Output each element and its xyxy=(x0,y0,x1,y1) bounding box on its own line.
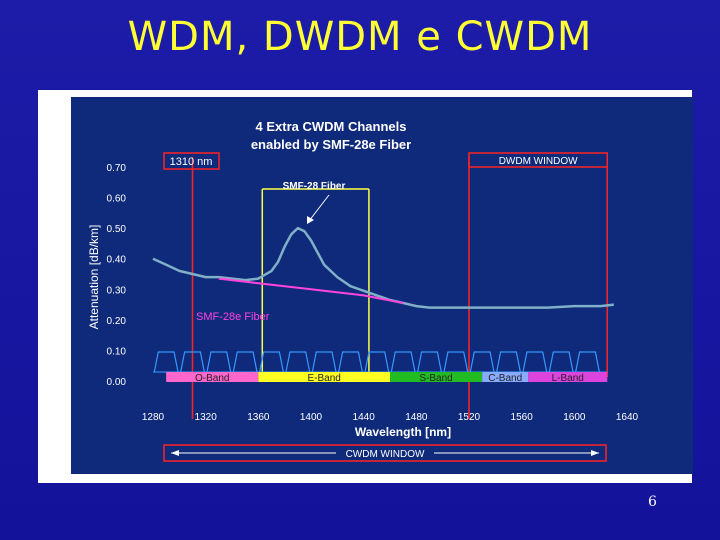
channel-filter xyxy=(417,351,442,373)
axis-ticks: 0.00 0.10 0.20 0.30 0.40 0.50 0.60 0.70 1280 1320… xyxy=(107,163,639,423)
x-tick-label: 1560 xyxy=(511,412,534,423)
channel-filter xyxy=(522,351,548,373)
x-tick-label: 1480 xyxy=(405,412,428,423)
channel-filter xyxy=(390,351,416,373)
cwdm-arrow-right-head xyxy=(591,450,599,456)
dwdm-window-label: DWDM WINDOW xyxy=(499,156,578,167)
y-tick-label: 0.60 xyxy=(107,194,127,205)
chart-title-line-1: 4 Extra CWDM Channels xyxy=(256,119,407,134)
y-tick-label: 0.30 xyxy=(107,285,127,296)
band-label: E-Band xyxy=(307,373,340,384)
channel-filter xyxy=(469,351,495,373)
channel-filter xyxy=(311,351,337,373)
channel-filter xyxy=(443,351,469,373)
channel-filter xyxy=(496,351,521,373)
channel-filter xyxy=(285,351,311,373)
band-segment xyxy=(528,372,608,382)
y-tick-label: 0.20 xyxy=(107,316,127,327)
channel-filter xyxy=(364,351,390,373)
smf28-pointer xyxy=(308,194,330,222)
y-tick-label: 0.50 xyxy=(107,224,127,235)
band-bar: O-Band E-Band S-Band C-Band L-Band xyxy=(166,372,608,384)
chart-title-line-2: enabled by SMF-28e Fiber xyxy=(251,137,411,152)
band-segment xyxy=(166,372,259,382)
smf28-pointer-head xyxy=(307,216,314,224)
page-number: 6 xyxy=(648,494,657,510)
y-tick-label: 0.10 xyxy=(107,346,127,357)
x-tick-label: 1400 xyxy=(300,412,323,423)
dwdm-window-box xyxy=(468,152,608,168)
channel-filter xyxy=(259,351,284,373)
y-axis-label: Attenuation [dB/km] xyxy=(87,225,101,330)
band-label: C-Band xyxy=(488,373,522,384)
data-series xyxy=(152,226,614,309)
x-tick-label: 1600 xyxy=(563,412,586,423)
y-tick-label: 0.00 xyxy=(107,377,127,388)
slide-title: WDM, DWDM e CWDM xyxy=(127,14,593,60)
band-label: L-Band xyxy=(552,373,584,384)
x-tick-label: 1640 xyxy=(616,412,639,423)
marker-1310-label: 1310 nm xyxy=(170,156,213,168)
smf28-curve xyxy=(152,226,614,309)
x-axis-label: Wavelength [nm] xyxy=(355,425,451,439)
channel-filter xyxy=(180,351,205,373)
x-tick-label: 1440 xyxy=(353,412,376,423)
smf28e-label: SMF-28e Fiber xyxy=(196,311,270,323)
band-label: S-Band xyxy=(419,373,452,384)
attenuation-chart: 4 Extra CWDM Channels enabled by SMF-28e… xyxy=(71,97,693,474)
smf28-label: SMF-28 Fiber xyxy=(283,181,346,192)
marker-1310-box xyxy=(163,152,220,170)
band-segment xyxy=(258,372,390,382)
channel-filter xyxy=(153,351,179,373)
channel-filter xyxy=(548,351,574,373)
cwdm-label-bg xyxy=(336,447,434,459)
band-segment xyxy=(482,372,529,382)
x-tick-label: 1320 xyxy=(195,412,218,423)
band-segment xyxy=(390,372,483,382)
y-tick-label: 0.70 xyxy=(107,163,127,174)
plot-background xyxy=(71,97,693,474)
channel-filter xyxy=(575,351,600,373)
x-tick-label: 1280 xyxy=(142,412,165,423)
annotations: SMF-28 Fiber SMF-28e Fiber xyxy=(196,181,345,323)
cwdm-window-box xyxy=(163,444,607,462)
channel-filter xyxy=(232,351,258,373)
cwdm-window-label: CWDM WINDOW xyxy=(346,449,425,460)
y-tick-label: 0.40 xyxy=(107,255,127,266)
channel-filter xyxy=(338,351,363,373)
channel-filter xyxy=(206,351,232,373)
band-label: O-Band xyxy=(195,373,229,384)
smf28e-curve xyxy=(218,277,404,304)
x-tick-label: 1360 xyxy=(247,412,270,423)
cwdm-arrow-left-head xyxy=(171,450,179,456)
